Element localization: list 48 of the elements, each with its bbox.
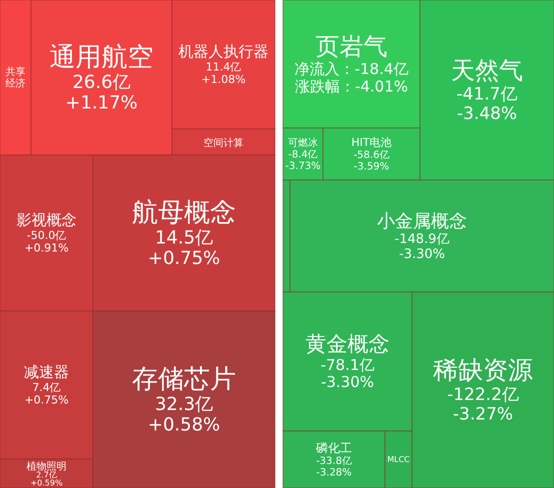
category-label: 植物照明	[26, 460, 66, 472]
data-label: -3.73%	[285, 160, 321, 172]
data-label: 14.5亿	[154, 227, 214, 248]
data-label: -122.2亿	[447, 385, 519, 406]
data-label: -41.7亿	[456, 84, 518, 105]
category-label: HIT电池	[351, 136, 392, 150]
data-label: 2.7亿	[36, 470, 57, 480]
data-label: -58.6亿	[354, 150, 390, 161]
data-label: -148.9亿	[394, 232, 450, 248]
data-label: -3.27%	[452, 404, 514, 425]
data-label: -3.30%	[320, 373, 374, 392]
data-label: 32.3亿	[154, 394, 214, 415]
data-label: +0.75%	[24, 394, 69, 407]
data-label: -3.30%	[399, 247, 445, 262]
data-label: +1.08%	[201, 73, 246, 86]
category-label: 可燃冰	[288, 136, 318, 149]
data-label: -78.1亿	[320, 356, 374, 374]
category-label: MLCC	[387, 455, 410, 464]
category-label: 空间计算	[204, 137, 244, 149]
category-label: 磷化工	[315, 440, 352, 455]
category-label: 机器人执行器	[178, 42, 268, 61]
category-label: 页岩气	[316, 32, 388, 61]
category-label: 共享经济	[6, 66, 26, 90]
category-label: 小金属概念	[377, 210, 467, 232]
data-label: +0.59%	[30, 478, 63, 488]
category-label: 存储芯片	[132, 364, 236, 394]
data-label: -33.8亿	[316, 456, 352, 467]
data-label: +0.58%	[148, 414, 220, 436]
data-label: +0.91%	[24, 242, 69, 255]
category-label: 航母概念	[132, 198, 236, 228]
data-label: 净流入：-18.4亿	[294, 60, 408, 78]
category-label: 减速器	[24, 363, 69, 382]
data-label: +0.75%	[148, 248, 220, 270]
data-label: 26.6亿	[72, 72, 131, 93]
data-label: -3.48%	[456, 104, 518, 124]
data-label: 涨跌幅：-4.01%	[294, 77, 408, 96]
category-label: 稀缺资源	[433, 356, 533, 385]
data-label: -50.0亿	[26, 228, 66, 242]
data-label: -3.59%	[354, 161, 390, 172]
data-label: +1.17%	[65, 92, 138, 114]
data-label: 7.4亿	[32, 380, 61, 394]
category-label: 黄金概念	[306, 332, 390, 356]
category-label: 天然气	[451, 56, 523, 84]
data-label: -3.28%	[316, 467, 352, 478]
data-label: -8.4亿	[288, 149, 318, 160]
data-label: 11.4亿	[206, 60, 242, 74]
category-label: 通用航空	[50, 42, 154, 72]
category-label: 影视概念	[16, 211, 76, 230]
